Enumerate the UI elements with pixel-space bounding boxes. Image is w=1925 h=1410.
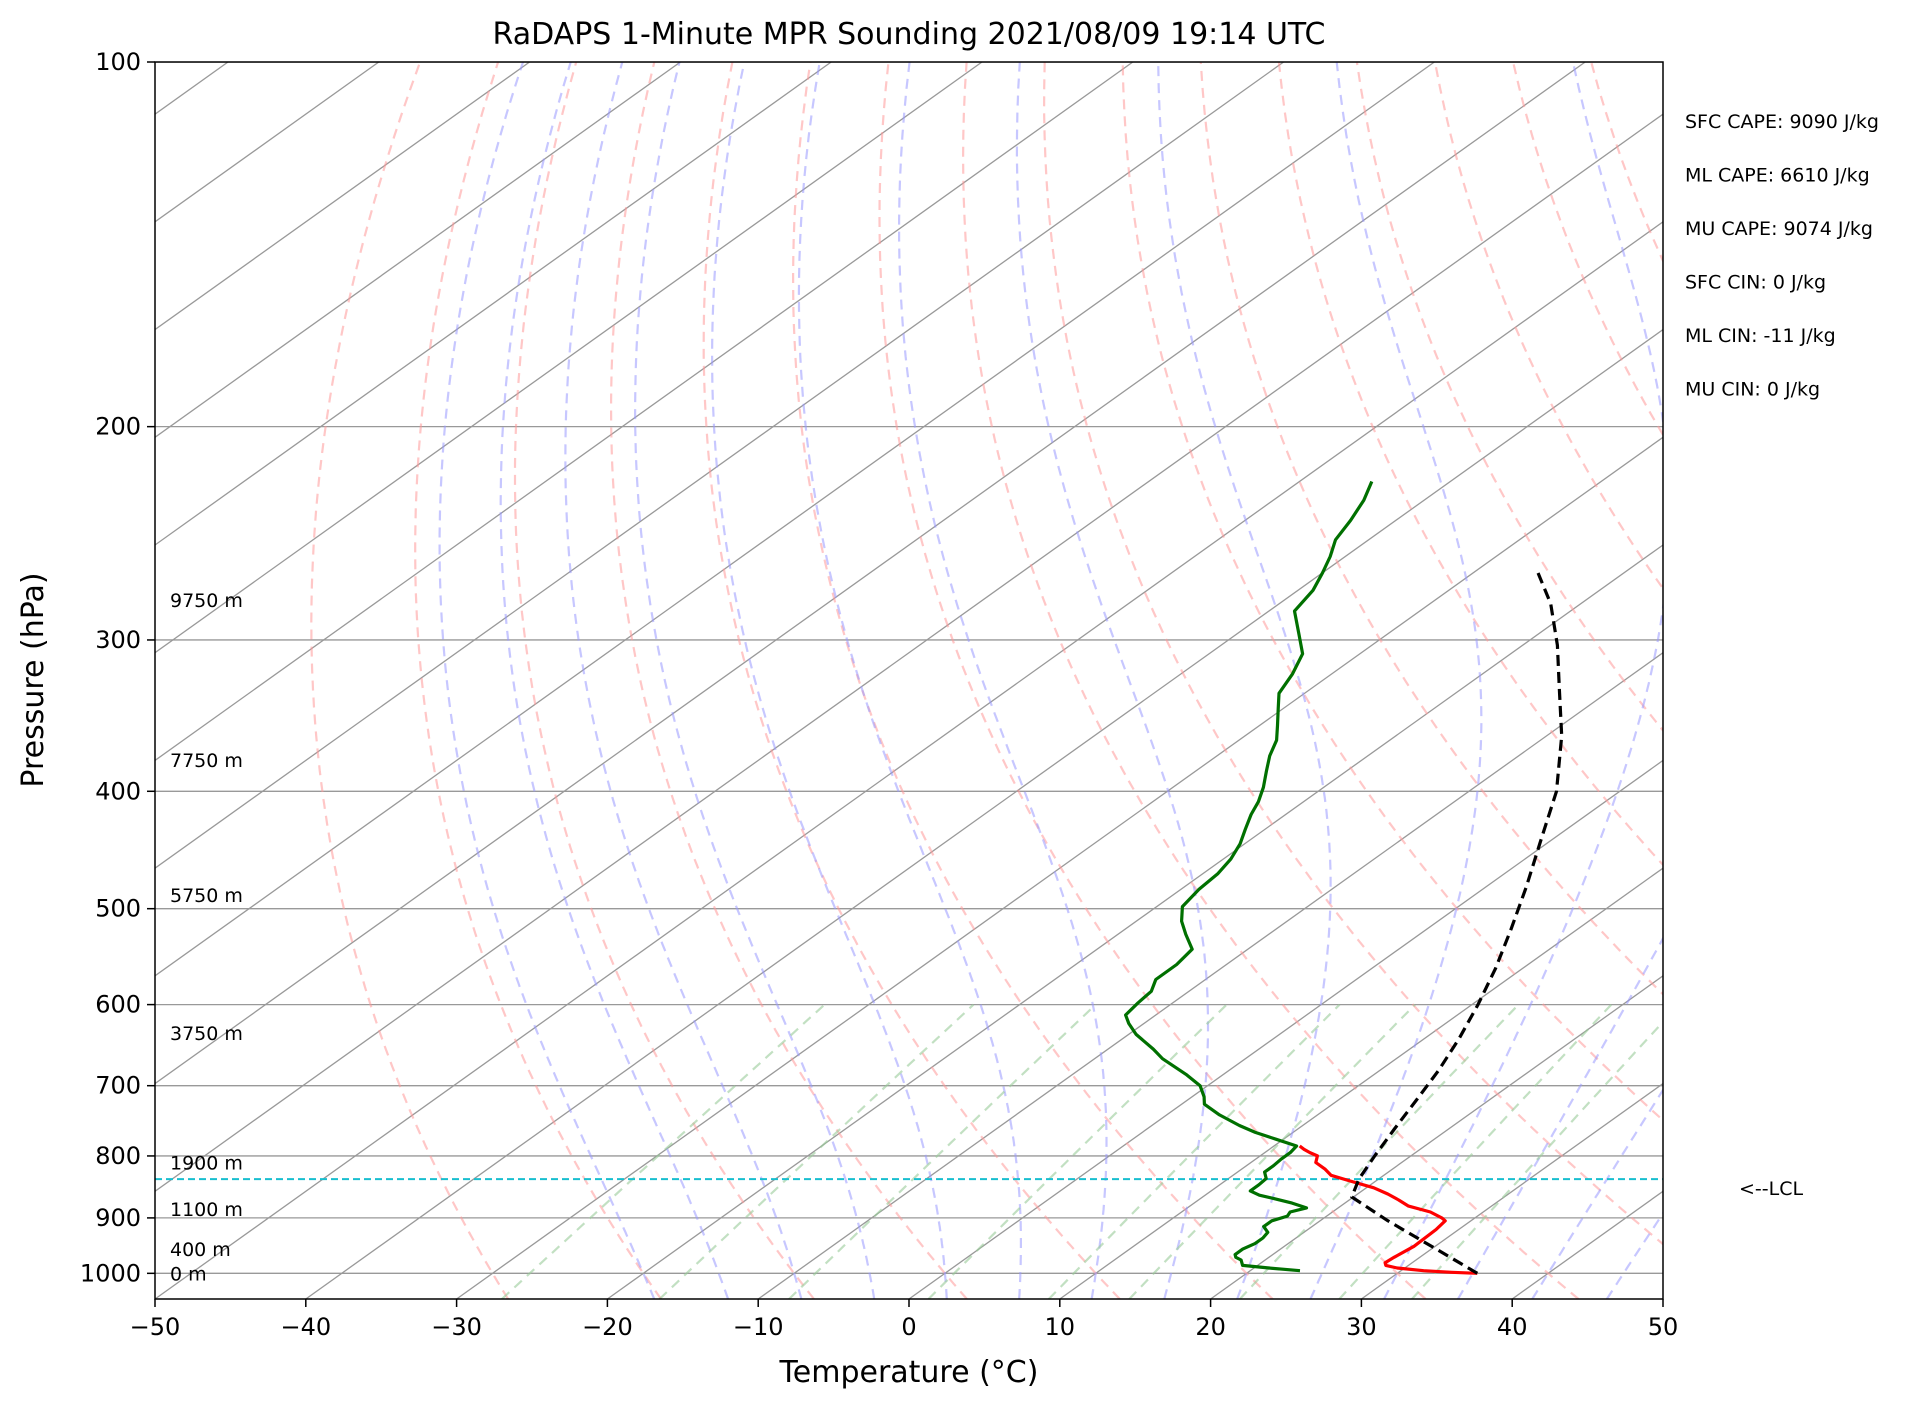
moist-adiabat bbox=[1158, 62, 1330, 1299]
moist-adiabat bbox=[1310, 62, 1481, 1299]
height-label: 0 m bbox=[170, 1263, 207, 1285]
x-tick-label: −10 bbox=[733, 1313, 784, 1341]
dry-adiabat bbox=[1513, 62, 1925, 1299]
y-axis-label: Pressure (hPa) bbox=[16, 572, 51, 787]
isotherm-line bbox=[0, 62, 680, 1299]
isotherm-line bbox=[457, 62, 1925, 1299]
height-label: 9750 m bbox=[170, 590, 243, 612]
dry-adiabat bbox=[1357, 62, 1925, 1299]
y-tick-label: 200 bbox=[95, 413, 141, 441]
stat-annotation: MU CAPE: 9074 J/kg bbox=[1685, 218, 1873, 240]
moist-adiabat bbox=[899, 62, 1106, 1299]
x-tick-label: 10 bbox=[1045, 1313, 1076, 1341]
x-tick-label: −30 bbox=[431, 1313, 482, 1341]
plot-frame bbox=[155, 62, 1663, 1299]
isotherm-line bbox=[1211, 62, 1925, 1299]
lcl-label: <--LCL bbox=[1739, 1178, 1803, 1200]
moist-adiabat bbox=[565, 62, 801, 1299]
mixing-ratio-line bbox=[789, 1005, 1096, 1299]
height-label: 1100 m bbox=[170, 1199, 243, 1221]
y-tick-label: 900 bbox=[95, 1204, 141, 1232]
height-label: 7750 m bbox=[170, 750, 243, 772]
y-tick-label: 600 bbox=[95, 991, 141, 1019]
dry-adiabat bbox=[1669, 62, 1925, 1299]
y-tick-label: 300 bbox=[95, 626, 141, 654]
isotherm-line bbox=[0, 62, 982, 1299]
stat-annotation: SFC CIN: 0 J/kg bbox=[1685, 272, 1826, 294]
dry-adiabat bbox=[1279, 62, 1925, 1299]
moist-adiabat bbox=[1458, 62, 1910, 1299]
x-tick-label: 30 bbox=[1346, 1313, 1377, 1341]
x-tick-label: 0 bbox=[901, 1313, 916, 1341]
isotherm-line bbox=[1060, 62, 1925, 1299]
dry-adiabat bbox=[1747, 62, 1925, 1299]
y-tick-label: 1000 bbox=[80, 1259, 141, 1287]
dry-adiabat bbox=[704, 62, 1120, 1299]
isotherm-line bbox=[4, 62, 1736, 1299]
isotherm-line bbox=[758, 62, 1925, 1299]
dry-adiabat bbox=[1591, 62, 1925, 1299]
x-tick-label: −50 bbox=[130, 1313, 181, 1341]
background-lines bbox=[0, 62, 1925, 1299]
isotherm-line bbox=[1512, 62, 1925, 1299]
dry-adiabat bbox=[1825, 62, 1925, 1299]
dry-adiabat bbox=[1123, 62, 1885, 1299]
moist-adiabat bbox=[712, 62, 947, 1299]
y-tick-label: 700 bbox=[95, 1072, 141, 1100]
moist-adiabat bbox=[1532, 62, 1925, 1299]
dry-adiabat bbox=[311, 62, 508, 1299]
dry-adiabat bbox=[1435, 62, 1925, 1299]
mixing-ratio-line bbox=[660, 1005, 974, 1299]
dewpoint-line bbox=[1126, 482, 1372, 1271]
x-tick-label: −20 bbox=[582, 1313, 633, 1341]
height-label: 1900 m bbox=[170, 1152, 243, 1174]
isotherm-line bbox=[1814, 62, 1925, 1299]
x-tick-label: −40 bbox=[280, 1313, 331, 1341]
dry-adiabat bbox=[1044, 62, 1731, 1299]
height-label: 5750 m bbox=[170, 885, 243, 907]
stats-annotations: SFC CAPE: 9090 J/kg ML CAPE: 6610 J/kg MU … bbox=[1685, 111, 1879, 401]
y-tick-label: 500 bbox=[95, 895, 141, 923]
isotherm-line bbox=[1663, 62, 1925, 1299]
mixing-ratio-line bbox=[1049, 1005, 1340, 1299]
series-lines bbox=[155, 482, 1663, 1274]
x-axis-label: Temperature (°C) bbox=[779, 1355, 1039, 1390]
moist-adiabat bbox=[1017, 62, 1208, 1299]
dry-adiabat bbox=[1904, 62, 1925, 1299]
chart-title: RaDAPS 1-Minute MPR Sounding 2021/08/09 … bbox=[493, 17, 1326, 52]
height-label: 3750 m bbox=[170, 1023, 243, 1045]
moist-adiabat bbox=[440, 62, 655, 1299]
dry-adiabat bbox=[793, 62, 1273, 1299]
x-tick-label: 40 bbox=[1497, 1313, 1528, 1341]
isotherm-line bbox=[1361, 62, 1925, 1299]
moist-adiabat bbox=[799, 62, 1021, 1299]
stat-annotation: ML CAPE: 6610 J/kg bbox=[1685, 165, 1870, 187]
dry-adiabat bbox=[415, 62, 661, 1299]
isotherm-line bbox=[0, 62, 379, 1299]
y-tick-label: 400 bbox=[95, 777, 141, 805]
x-tick-label: 50 bbox=[1648, 1313, 1679, 1341]
mixing-ratio-line bbox=[929, 1005, 1227, 1299]
isotherm-line bbox=[607, 62, 1925, 1299]
dry-adiabat bbox=[963, 62, 1578, 1299]
isotherm-line bbox=[155, 62, 1887, 1299]
stat-annotation: SFC CAPE: 9090 J/kg bbox=[1685, 111, 1879, 133]
x-tick-label: 20 bbox=[1195, 1313, 1226, 1341]
height-label: 400 m bbox=[170, 1239, 231, 1261]
stat-annotation: ML CIN: -11 J/kg bbox=[1685, 325, 1836, 347]
dry-adiabat bbox=[880, 62, 1426, 1299]
y-tick-label: 100 bbox=[95, 48, 141, 76]
isotherm-line bbox=[0, 62, 1284, 1299]
y-tick-label: 800 bbox=[95, 1142, 141, 1170]
stat-annotation: MU CIN: 0 J/kg bbox=[1685, 379, 1820, 401]
isotherm-line bbox=[909, 62, 1925, 1299]
